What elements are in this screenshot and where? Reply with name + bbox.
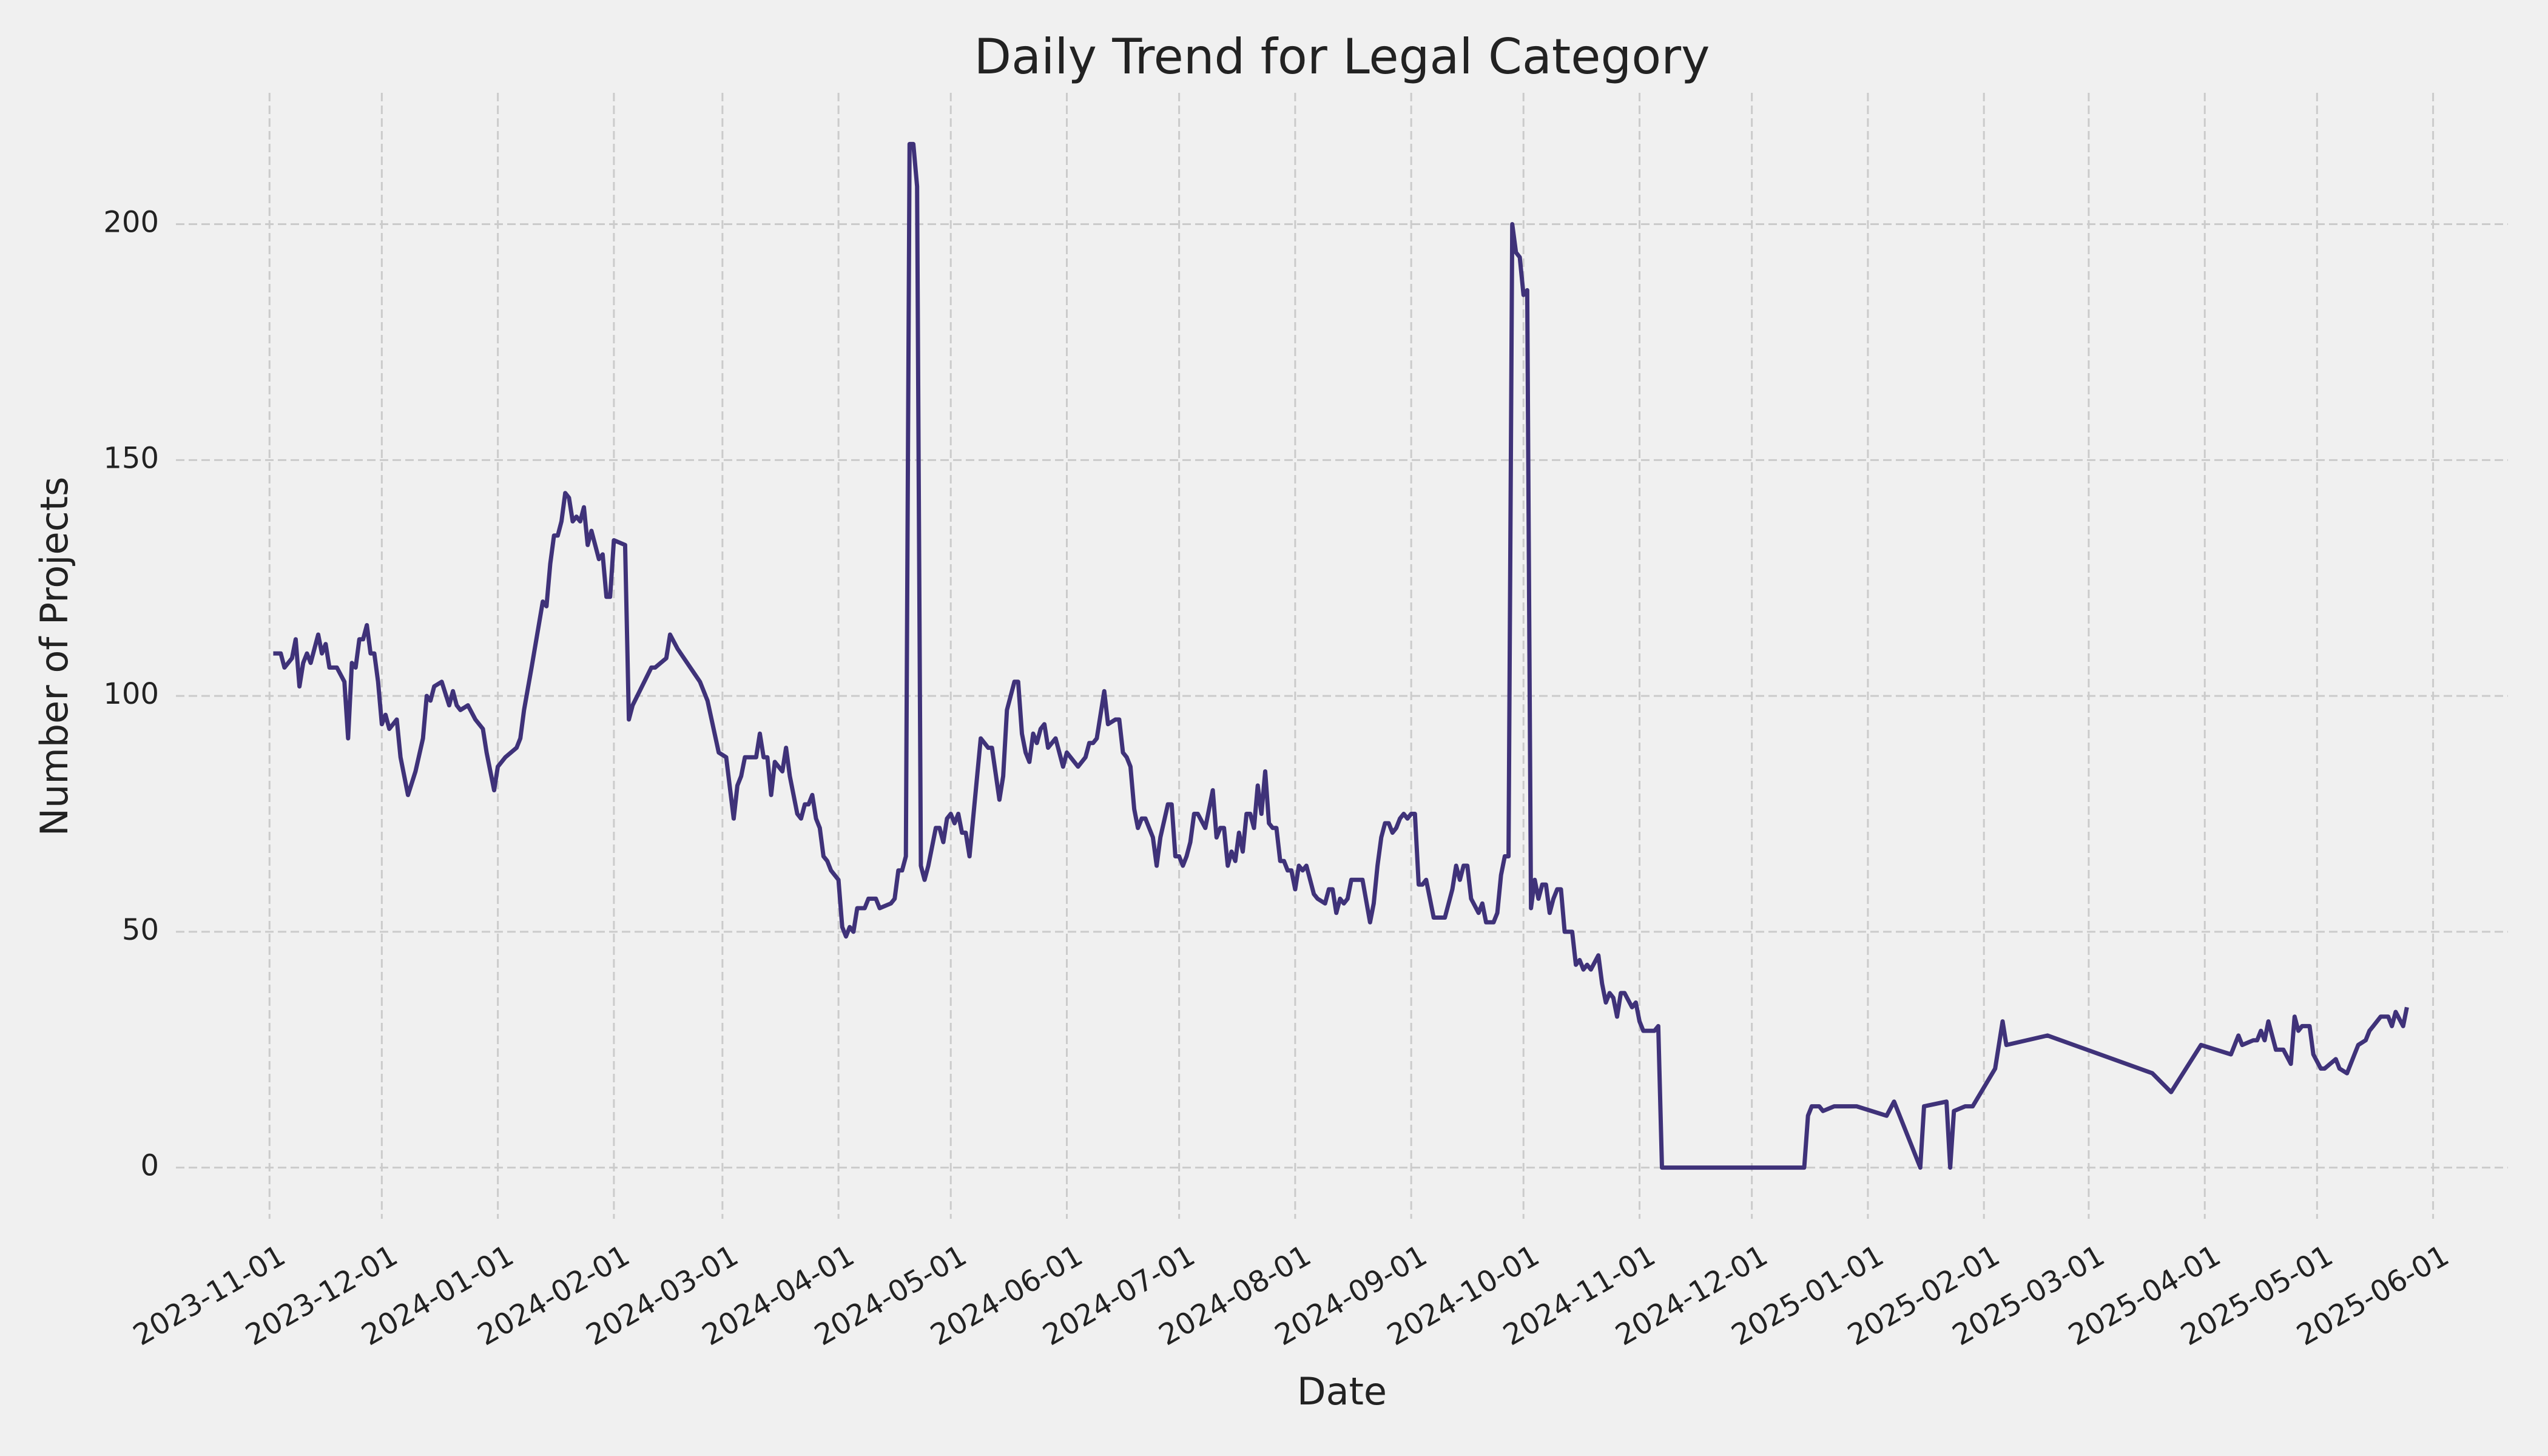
x-axis-label: Date — [1297, 1369, 1387, 1414]
y-tick-label: 50 — [122, 913, 159, 947]
chart-title: Daily Trend for Legal Category — [974, 29, 1710, 85]
y-tick-label: 150 — [103, 441, 159, 475]
y-axis-label: Number of Projects — [32, 477, 76, 837]
y-tick-label: 0 — [140, 1149, 159, 1183]
data-line — [273, 141, 2409, 1170]
y-tick-label: 100 — [103, 677, 159, 711]
y-tick-label: 200 — [103, 206, 159, 240]
